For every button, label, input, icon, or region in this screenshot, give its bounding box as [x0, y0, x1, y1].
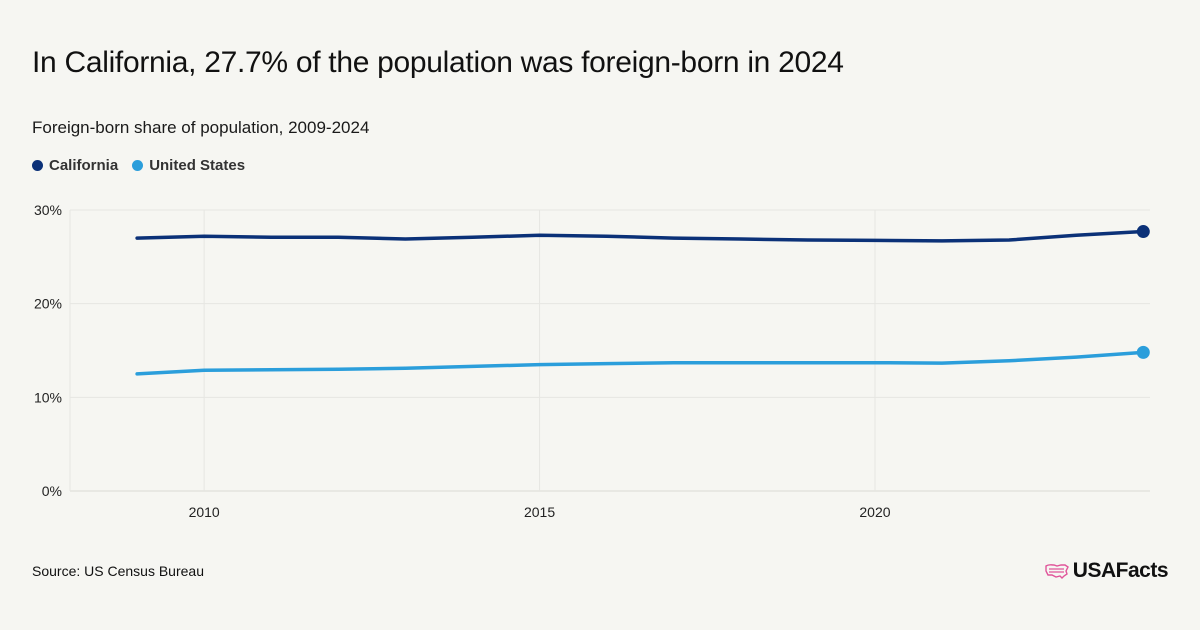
- us-map-flag-icon: [1045, 564, 1069, 579]
- y-tick-label: 30%: [34, 202, 62, 218]
- legend-item-united-states: United States: [132, 157, 245, 174]
- series-endpoint-california: [1136, 225, 1150, 239]
- legend-swatch-united-states: [132, 160, 144, 171]
- legend-label-california: California: [49, 157, 119, 174]
- chart-title: In California, 27.7% of the population w…: [32, 46, 844, 79]
- legend-swatch-california: [32, 160, 43, 171]
- y-tick-label: 10%: [34, 389, 62, 405]
- x-tick-label: 2010: [189, 504, 220, 520]
- brand-name: USAFacts: [1072, 559, 1169, 582]
- legend-item-california: California: [32, 157, 118, 174]
- series-endpoint-united-states: [1136, 345, 1150, 359]
- legend-label-united-states: United States: [149, 157, 246, 174]
- y-tick-label: 20%: [34, 296, 62, 312]
- chart-legend: California United States: [32, 157, 245, 174]
- chart-subtitle: Foreign-born share of population, 2009-2…: [32, 118, 370, 137]
- x-tick-label: 2015: [524, 504, 555, 520]
- source-note: Source: US Census Bureau: [32, 563, 204, 579]
- series-line-california: [135, 229, 1146, 243]
- x-tick-label: 2020: [859, 504, 890, 520]
- brand-logo[interactable]: USAFacts: [1045, 559, 1169, 583]
- series-line-united-states: [135, 350, 1146, 376]
- y-tick-label: 0%: [42, 483, 62, 499]
